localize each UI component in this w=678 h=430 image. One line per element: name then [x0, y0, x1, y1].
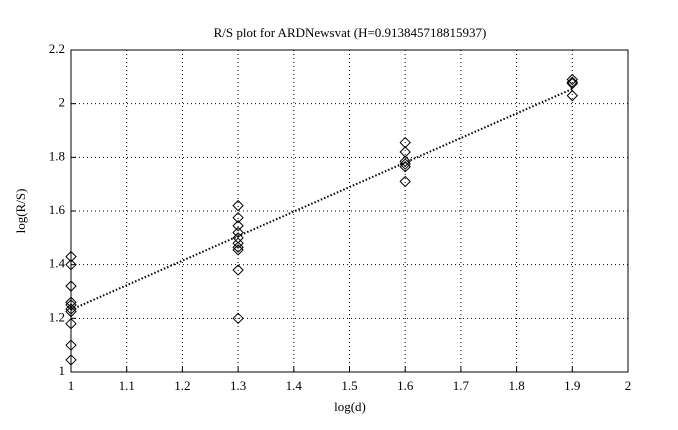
data-point	[232, 226, 244, 239]
x-tick-label: 1	[68, 378, 75, 393]
data-point	[65, 299, 77, 311]
x-axis-label: log(d)	[334, 399, 366, 414]
data-point	[566, 73, 579, 86]
data-point	[65, 250, 77, 263]
y-tick-label: 2	[59, 95, 66, 110]
data-point	[65, 354, 77, 366]
x-tick-label: 1.7	[453, 378, 470, 393]
data-point	[566, 76, 579, 88]
y-tick-label: 1.8	[49, 148, 65, 163]
data-point	[65, 280, 77, 292]
x-tick-label: 1.4	[286, 378, 303, 393]
fit-line	[70, 87, 573, 311]
y-tick-label: 1.4	[49, 256, 66, 271]
chart-title: R/S plot for ARDNewsvat (H=0.91384571881…	[214, 25, 487, 40]
data-point	[232, 237, 244, 249]
x-tick-label: 1.3	[230, 378, 246, 393]
data-point	[232, 212, 244, 224]
data-point	[65, 258, 77, 271]
x-tick-label: 2	[625, 378, 632, 393]
data-point	[232, 312, 244, 325]
x-tick-label: 1.8	[508, 378, 524, 393]
data-point	[65, 305, 77, 318]
data-point	[65, 339, 77, 351]
data-point	[232, 244, 244, 256]
data-point	[399, 175, 411, 188]
x-tick-label: 1.6	[397, 378, 414, 393]
y-tick-label: 1.6	[49, 202, 66, 217]
data-point	[566, 89, 579, 102]
y-tick-label: 1	[59, 363, 66, 378]
data-point	[232, 264, 244, 276]
data-point	[65, 317, 77, 330]
x-tick-label: 1.2	[174, 378, 190, 393]
y-tick-label: 1.2	[49, 309, 65, 324]
data-point	[566, 77, 579, 90]
data-point	[399, 155, 411, 168]
data-point	[232, 241, 244, 253]
y-tick-label: 2.2	[49, 41, 65, 56]
x-tick-label: 1.1	[119, 378, 135, 393]
data-point	[399, 158, 411, 170]
y-axis-label: log(R/S)	[13, 189, 28, 234]
x-tick-label: 1.5	[341, 378, 357, 393]
data-point	[232, 199, 244, 212]
data-point	[232, 220, 244, 232]
x-tick-label: 1.9	[564, 378, 580, 393]
